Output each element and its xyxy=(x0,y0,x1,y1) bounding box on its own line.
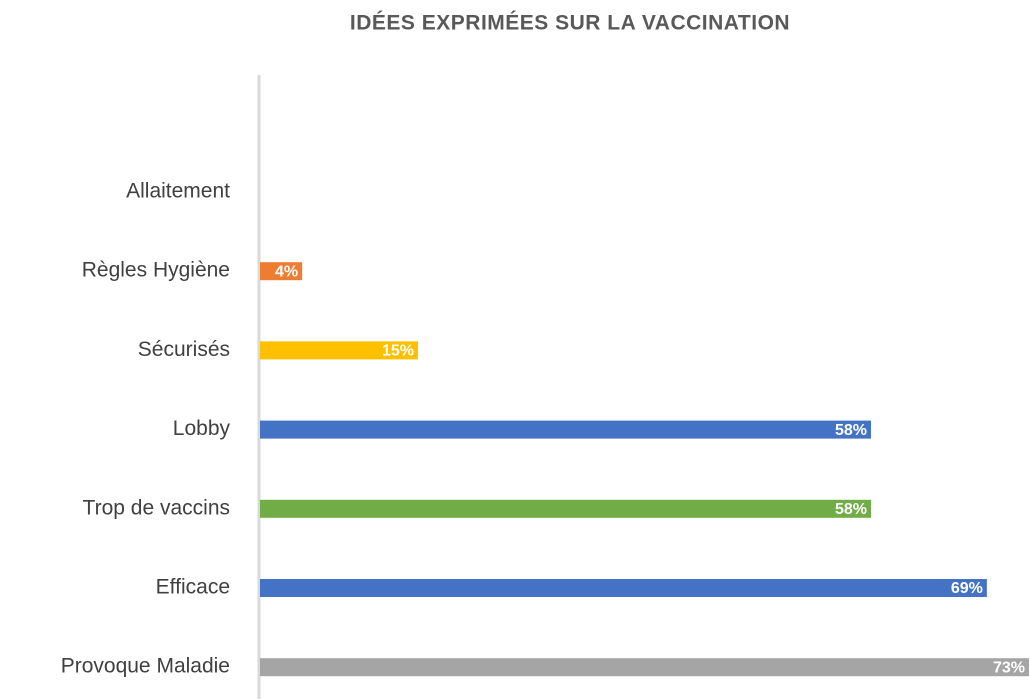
bar xyxy=(260,499,871,518)
y-tick-label: Trop de vaccins xyxy=(83,496,230,519)
y-tick-label: Provoque Maladie xyxy=(61,655,230,678)
bar xyxy=(260,658,1029,677)
data-label: 4% xyxy=(275,263,298,280)
y-tick-label: Allaitement xyxy=(126,180,230,203)
y-tick-label: Lobby xyxy=(173,417,231,440)
data-label: 58% xyxy=(835,422,867,439)
bar xyxy=(260,262,303,281)
bar xyxy=(260,341,419,360)
chart-title: IDÉES EXPRIMÉES SUR LA VACCINATION xyxy=(350,12,790,35)
data-label: 69% xyxy=(951,580,983,597)
data-label: 58% xyxy=(835,501,867,518)
y-tick-label: Efficace xyxy=(156,576,230,599)
data-label: 15% xyxy=(382,343,414,360)
y-tick-label: Sécurisés xyxy=(138,338,230,361)
y-tick-label: Règles Hygiène xyxy=(82,259,230,282)
data-label: 73% xyxy=(993,659,1025,676)
bar xyxy=(260,579,987,597)
bar xyxy=(260,420,871,439)
